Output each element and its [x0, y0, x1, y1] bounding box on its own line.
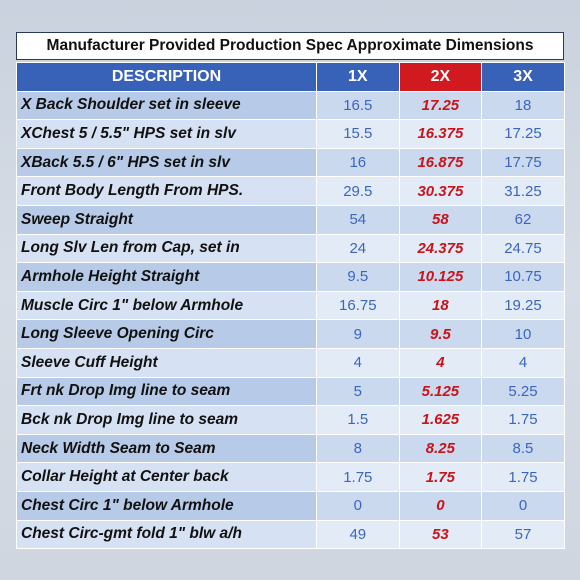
- row-description: Chest Circ-gmt fold 1" blw a/h: [16, 519, 317, 550]
- row-value-1x: 16.75: [316, 290, 400, 321]
- row-value-2x: 58: [398, 204, 483, 235]
- row-description: XChest 5 / 5.5" HPS set in slv: [16, 119, 317, 149]
- row-value-3x: 31.25: [481, 176, 565, 206]
- row-value-2x: 4: [398, 347, 483, 378]
- row-value-2x: 16.375: [398, 119, 483, 149]
- row-value-1x: 29.5: [316, 176, 400, 206]
- table-row: Muscle Circ 1" below Armhole 16.75 18 19.25: [16, 290, 565, 321]
- row-value-1x: 5: [316, 376, 400, 407]
- row-description: Bck nk Drop Img line to seam: [16, 405, 317, 435]
- row-value-2x: 16.875: [398, 147, 483, 178]
- header-2x: 2X: [398, 62, 483, 92]
- row-value-3x: 0: [481, 490, 565, 521]
- row-description: Sweep Straight: [16, 204, 317, 235]
- header-3x: 3X: [481, 62, 565, 92]
- row-value-2x: 17.25: [398, 90, 483, 121]
- row-description: Armhole Height Straight: [16, 262, 317, 292]
- table-row: Sleeve Cuff Height 4 4 4: [16, 347, 565, 378]
- row-value-3x: 17.75: [481, 147, 565, 178]
- row-value-1x: 9: [316, 319, 400, 349]
- row-value-3x: 57: [481, 519, 565, 550]
- row-value-2x: 1.75: [398, 462, 483, 492]
- row-value-1x: 9.5: [316, 262, 400, 292]
- table-row: Frt nk Drop Img line to seam 5 5.125 5.25: [16, 376, 565, 407]
- table-row: Armhole Height Straight 9.5 10.125 10.75: [16, 262, 565, 292]
- row-value-3x: 17.25: [481, 119, 565, 149]
- table-row: Chest Circ-gmt fold 1" blw a/h 49 53 57: [16, 519, 565, 550]
- row-value-3x: 10.75: [481, 262, 565, 292]
- row-description: Long Slv Len from Cap, set in: [16, 233, 317, 264]
- row-description: XBack 5.5 / 6" HPS set in slv: [16, 147, 317, 178]
- row-description: X Back Shoulder set in sleeve: [16, 90, 317, 121]
- header-row: DESCRIPTION 1X 2X 3X: [16, 62, 565, 92]
- row-value-1x: 54: [316, 204, 400, 235]
- row-value-2x: 8.25: [398, 433, 483, 464]
- row-value-1x: 49: [316, 519, 400, 550]
- spec-table: DESCRIPTION 1X 2X 3X X Back Shoulder set…: [16, 62, 565, 550]
- row-description: Frt nk Drop Img line to seam: [16, 376, 317, 407]
- row-value-2x: 24.375: [398, 233, 483, 264]
- row-value-1x: 16.5: [316, 90, 400, 121]
- table-row: Neck Width Seam to Seam 8 8.25 8.5: [16, 433, 565, 464]
- row-value-2x: 10.125: [398, 262, 483, 292]
- row-value-1x: 8: [316, 433, 400, 464]
- table-row: XBack 5.5 / 6" HPS set in slv 16 16.875 17.…: [16, 147, 565, 178]
- row-description: Chest Circ 1" below Armhole: [16, 490, 317, 521]
- table-row: Sweep Straight 54 58 62: [16, 204, 565, 235]
- header-description: DESCRIPTION: [16, 62, 317, 92]
- row-value-3x: 19.25: [481, 290, 565, 321]
- row-value-2x: 9.5: [398, 319, 483, 349]
- row-value-3x: 10: [481, 319, 565, 349]
- row-value-1x: 24: [316, 233, 400, 264]
- row-value-1x: 15.5: [316, 119, 400, 149]
- row-value-3x: 4: [481, 347, 565, 378]
- row-value-2x: 53: [398, 519, 483, 550]
- row-value-3x: 1.75: [481, 405, 565, 435]
- row-description: Muscle Circ 1" below Armhole: [16, 290, 317, 321]
- table-row: X Back Shoulder set in sleeve 16.5 17.25 18: [16, 90, 565, 121]
- row-value-1x: 1.75: [316, 462, 400, 492]
- row-value-1x: 1.5: [316, 405, 400, 435]
- row-value-3x: 24.75: [481, 233, 565, 264]
- row-value-1x: 16: [316, 147, 400, 178]
- row-description: Neck Width Seam to Seam: [16, 433, 317, 464]
- table-row: Chest Circ 1" below Armhole 0 0 0: [16, 490, 565, 521]
- row-value-3x: 5.25: [481, 376, 565, 407]
- row-description: Front Body Length From HPS.: [16, 176, 317, 206]
- table-row: Long Sleeve Opening Circ 9 9.5 10: [16, 319, 565, 349]
- row-value-1x: 4: [316, 347, 400, 378]
- table-row: Front Body Length From HPS. 29.5 30.375 31.…: [16, 176, 565, 206]
- row-value-3x: 8.5: [481, 433, 565, 464]
- header-1x: 1X: [316, 62, 400, 92]
- row-description: Long Sleeve Opening Circ: [16, 319, 317, 349]
- row-value-1x: 0: [316, 490, 400, 521]
- table-row: Bck nk Drop Img line to seam 1.5 1.625 1.75: [16, 405, 565, 435]
- table-row: XChest 5 / 5.5" HPS set in slv 15.5 16.375…: [16, 119, 565, 149]
- row-value-2x: 18: [398, 290, 483, 321]
- row-description: Collar Height at Center back: [16, 462, 317, 492]
- row-value-2x: 0: [398, 490, 483, 521]
- table-row: Collar Height at Center back 1.75 1.75 1.75: [16, 462, 565, 492]
- row-description: Sleeve Cuff Height: [16, 347, 317, 378]
- row-value-3x: 18: [481, 90, 565, 121]
- row-value-3x: 62: [481, 204, 565, 235]
- row-value-2x: 1.625: [398, 405, 483, 435]
- spec-title: Manufacturer Provided Production Spec Ap…: [16, 32, 564, 60]
- row-value-3x: 1.75: [481, 462, 565, 492]
- row-value-2x: 5.125: [398, 376, 483, 407]
- row-value-2x: 30.375: [398, 176, 483, 206]
- table-row: Long Slv Len from Cap, set in 24 24.375 24.…: [16, 233, 565, 264]
